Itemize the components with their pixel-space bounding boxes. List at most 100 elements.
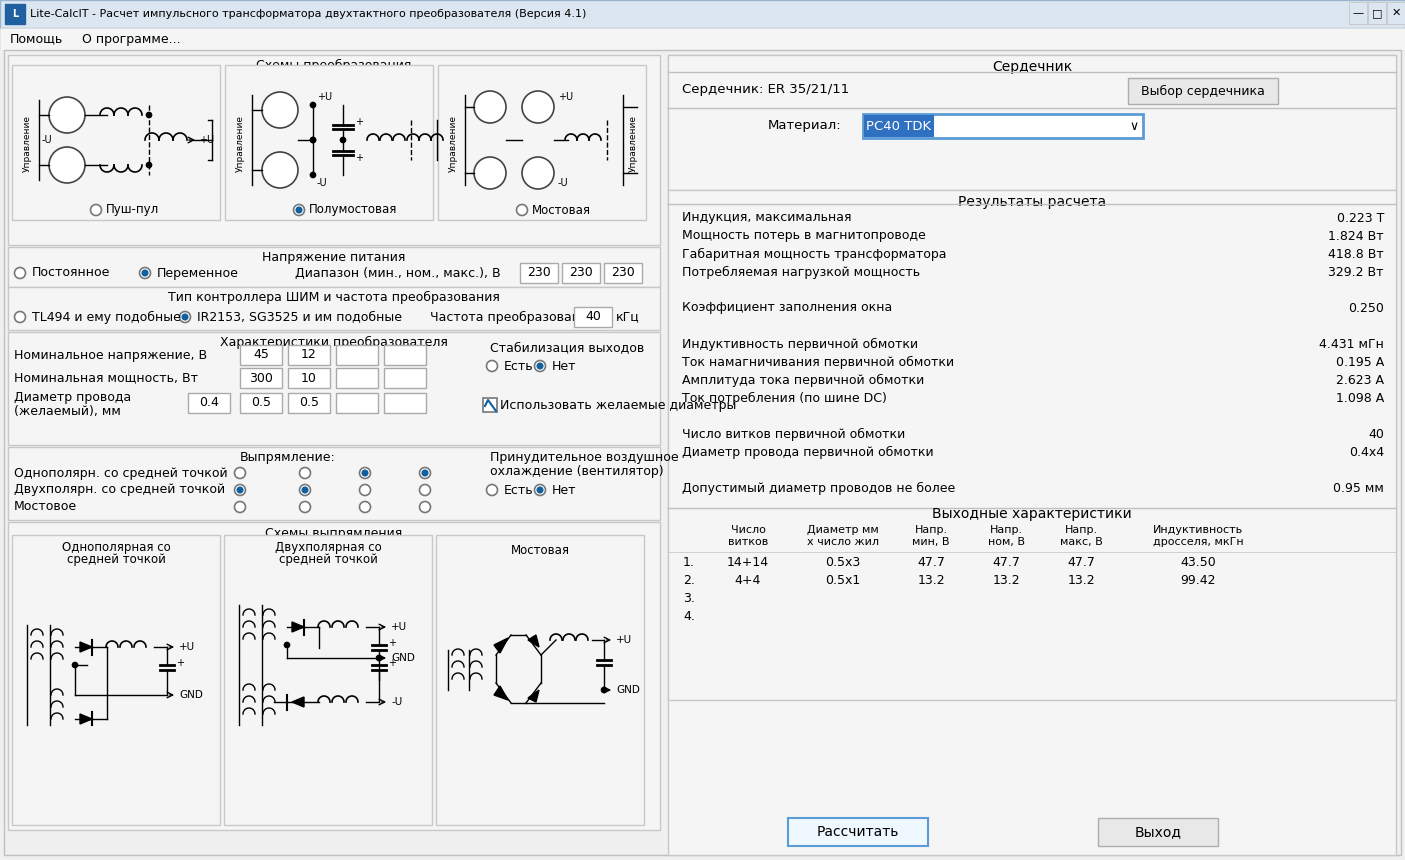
Text: 0.5x3: 0.5x3 [825, 556, 861, 568]
Circle shape [311, 102, 316, 108]
Bar [562, 263, 600, 283]
Polygon shape [528, 635, 540, 647]
Text: мин, В: мин, В [912, 537, 950, 547]
Bar [8, 447, 660, 520]
Text: GND: GND [178, 690, 202, 700]
Circle shape [14, 267, 25, 279]
Text: Принудительное воздушное: Принудительное воздушное [490, 452, 679, 464]
Text: -U: -U [318, 178, 327, 188]
Text: Управление: Управление [628, 114, 638, 171]
Text: Тип контроллера ШИМ и частота преобразования: Тип контроллера ШИМ и частота преобразов… [169, 291, 500, 304]
Text: 4.: 4. [683, 610, 695, 623]
Text: 47.7: 47.7 [1066, 556, 1094, 568]
Text: 0.195 А: 0.195 А [1336, 355, 1384, 368]
Text: 40: 40 [584, 310, 601, 323]
Text: Сердечник: Сердечник [992, 60, 1072, 74]
Text: Стабилизация выходов: Стабилизация выходов [490, 341, 645, 354]
Text: О программе...: О программе... [81, 33, 181, 46]
Text: 13.2: 13.2 [992, 574, 1020, 587]
Bar [483, 398, 497, 412]
Circle shape [235, 468, 246, 478]
Circle shape [311, 138, 316, 143]
Bar [0, 0, 1405, 28]
Polygon shape [528, 690, 540, 702]
Text: Допустимый диаметр проводов не более: Допустимый диаметр проводов не более [681, 482, 955, 494]
Circle shape [299, 468, 311, 478]
Circle shape [360, 484, 371, 495]
Text: 13.2: 13.2 [1068, 574, 1094, 587]
Text: Напр.: Напр. [1065, 525, 1097, 535]
Text: □: □ [1371, 8, 1383, 18]
Bar [436, 535, 643, 825]
Text: 230: 230 [527, 267, 551, 280]
Circle shape [311, 138, 316, 143]
Circle shape [523, 157, 554, 189]
Text: (желаемый), мм: (желаемый), мм [14, 406, 121, 419]
Text: Выбор сердечника: Выбор сердечника [1141, 84, 1264, 97]
Text: Диаметр провода первичной обмотки: Диаметр провода первичной обмотки [681, 445, 934, 458]
Text: 1.: 1. [683, 556, 695, 568]
Circle shape [537, 487, 542, 493]
Bar [188, 393, 230, 413]
Text: GND: GND [391, 653, 414, 663]
Bar [438, 65, 646, 220]
Text: х число жил: х число жил [806, 537, 880, 547]
Circle shape [534, 360, 545, 372]
Text: Однополярная со: Однополярная со [62, 540, 170, 554]
Text: 0.95 мм: 0.95 мм [1333, 482, 1384, 494]
Text: охлаждение (вентилятор): охлаждение (вентилятор) [490, 464, 663, 477]
Text: Материал:: Материал: [769, 120, 842, 132]
Text: +: + [388, 638, 396, 648]
Text: Мостовая: Мостовая [532, 204, 592, 217]
Polygon shape [292, 697, 303, 707]
Circle shape [49, 147, 84, 183]
Text: Схемы выпрямления: Схемы выпрямления [266, 527, 403, 540]
Text: Число витков первичной обмотки: Число витков первичной обмотки [681, 427, 905, 440]
Bar [667, 55, 1397, 190]
Text: TL494 и ему подобные: TL494 и ему подобные [32, 310, 181, 323]
Text: +: + [388, 658, 396, 668]
Text: Выходные характеристики: Выходные характеристики [932, 507, 1132, 521]
Polygon shape [80, 714, 91, 724]
Text: 40: 40 [1368, 427, 1384, 440]
Circle shape [180, 311, 191, 322]
Text: средней точкой: средней точкой [278, 552, 378, 566]
Circle shape [340, 138, 346, 143]
Text: IR2153, SG3525 и им подобные: IR2153, SG3525 и им подобные [197, 310, 402, 323]
Text: +U: +U [200, 135, 214, 145]
Text: Сердечник: ER 35/21/11: Сердечник: ER 35/21/11 [681, 83, 849, 96]
Text: Результаты расчета: Результаты расчета [958, 195, 1106, 209]
Text: 1.824 Вт: 1.824 Вт [1328, 230, 1384, 243]
Circle shape [517, 205, 527, 216]
Text: +U: +U [615, 635, 632, 645]
Text: 418.8 Вт: 418.8 Вт [1328, 248, 1384, 261]
Text: Есть: Есть [504, 359, 534, 372]
Text: 0.4x4: 0.4x4 [1349, 445, 1384, 458]
Text: 230: 230 [569, 267, 593, 280]
Text: 99.42: 99.42 [1180, 574, 1215, 587]
Polygon shape [292, 622, 303, 632]
Text: Потребляемая нагрузкой мощность: Потребляемая нагрузкой мощность [681, 266, 920, 279]
Bar [8, 247, 660, 287]
Text: Напр.: Напр. [989, 525, 1023, 535]
Bar [667, 190, 1397, 700]
Bar [8, 287, 660, 330]
Text: +: + [355, 117, 362, 127]
Circle shape [534, 484, 545, 495]
Circle shape [294, 205, 305, 216]
Text: Использовать желаемые диаметры: Использовать желаемые диаметры [500, 398, 736, 411]
Bar [288, 368, 330, 388]
Text: Выпрямление:: Выпрямление: [240, 452, 336, 464]
Text: -U: -U [42, 135, 52, 145]
Circle shape [486, 484, 497, 495]
Circle shape [302, 487, 308, 493]
Circle shape [299, 501, 311, 513]
Text: +U: +U [178, 642, 195, 652]
Bar [240, 345, 282, 365]
Bar [13, 535, 221, 825]
Bar [520, 263, 558, 283]
Circle shape [237, 487, 243, 493]
Text: Двухполярн. со средней точкой: Двухполярн. со средней точкой [14, 483, 225, 496]
Circle shape [261, 152, 298, 188]
Text: Номинальное напряжение, В: Номинальное напряжение, В [14, 348, 207, 361]
